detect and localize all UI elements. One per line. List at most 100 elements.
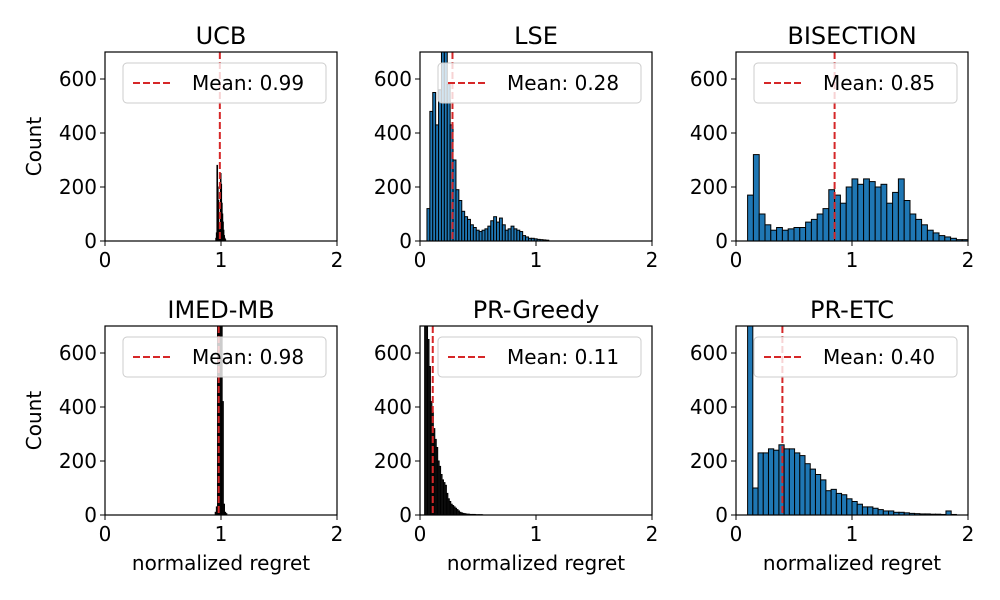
histogram-bar bbox=[938, 235, 946, 241]
x-tick-label: 2 bbox=[962, 248, 975, 272]
histogram-bar bbox=[810, 218, 818, 241]
histogram-bar bbox=[799, 227, 807, 241]
y-tick-label: 600 bbox=[374, 341, 412, 365]
histogram-bar bbox=[944, 236, 952, 241]
y-tick-label: 0 bbox=[399, 503, 412, 527]
x-tick-label: 0 bbox=[730, 248, 743, 272]
x-tick-label: 1 bbox=[530, 522, 543, 546]
subplot-title: PR-Greedy bbox=[473, 296, 600, 324]
histogram-bar bbox=[882, 510, 890, 515]
y-tick-label: 600 bbox=[59, 341, 97, 365]
histogram-bar bbox=[974, 240, 980, 241]
y-tick-label: 400 bbox=[690, 121, 728, 145]
y-tick-label: 600 bbox=[690, 341, 728, 365]
subplot-title: PR-ETC bbox=[810, 296, 894, 324]
y-tick-label: 0 bbox=[715, 229, 728, 253]
y-tick-label: 400 bbox=[59, 121, 97, 145]
legend-box bbox=[122, 62, 327, 104]
histogram-bar bbox=[856, 503, 863, 515]
histogram-bar bbox=[752, 487, 759, 515]
histogram-bar bbox=[967, 239, 968, 241]
histogram-bar bbox=[820, 479, 827, 515]
x-tick-label: 2 bbox=[646, 522, 659, 546]
y-axis-label: Count bbox=[22, 391, 46, 451]
subplot-pr-greedy: 0 1 2 0 200 400 600 PR-Greedy normalized regret M… bbox=[374, 296, 659, 575]
histogram-bar bbox=[841, 494, 848, 515]
x-tick-label: 0 bbox=[99, 248, 112, 272]
legend-box bbox=[437, 62, 642, 104]
x-tick-label: 2 bbox=[962, 522, 975, 546]
legend: Mean: 0.28 bbox=[437, 62, 642, 104]
subplot-title: LSE bbox=[514, 22, 558, 50]
y-tick-label: 600 bbox=[690, 67, 728, 91]
histogram-bar bbox=[217, 200, 220, 241]
histogram-bar bbox=[909, 213, 917, 241]
y-tick-label: 400 bbox=[374, 121, 412, 145]
subplot-ucb: 0 1 2 0 200 400 600 UCB Count Mean: 0.99 bbox=[22, 22, 343, 272]
histogram-bar bbox=[880, 183, 888, 241]
histogram-bar bbox=[846, 498, 853, 515]
histogram-bar bbox=[886, 202, 894, 241]
histogram-bar bbox=[867, 506, 874, 515]
histogram-bar bbox=[857, 183, 865, 241]
histogram-bar bbox=[868, 181, 876, 241]
y-tick-label: 200 bbox=[690, 449, 728, 473]
x-tick-label: 2 bbox=[331, 248, 344, 272]
x-axis-label: normalized regret bbox=[763, 551, 941, 575]
histogram-bar bbox=[793, 227, 801, 241]
y-tick-label: 400 bbox=[59, 395, 97, 419]
legend-label: Mean: 0.40 bbox=[823, 345, 935, 369]
y-tick-label: 400 bbox=[690, 395, 728, 419]
histogram-bar bbox=[816, 213, 824, 241]
y-tick-label: 0 bbox=[84, 503, 97, 527]
legend-label: Mean: 0.11 bbox=[507, 345, 619, 369]
histogram-bar bbox=[835, 492, 843, 515]
histogram-bar bbox=[747, 194, 754, 241]
y-tick-label: 0 bbox=[399, 229, 412, 253]
x-tick-label: 1 bbox=[846, 522, 859, 546]
x-axis-label: normalized regret bbox=[132, 551, 310, 575]
legend: Mean: 0.98 bbox=[122, 336, 327, 378]
histogram-bar bbox=[767, 448, 775, 515]
histogram-bar bbox=[851, 501, 858, 515]
histogram-bar bbox=[874, 186, 882, 241]
histogram-bar bbox=[776, 227, 783, 241]
histogram-bar bbox=[809, 468, 816, 515]
histogram-bar bbox=[814, 474, 822, 515]
histogram-bar bbox=[851, 178, 859, 241]
subplot-bisection: 0 1 2 0 200 400 600 BISECTION Mean: 0.85 bbox=[690, 22, 980, 272]
subplot-title: UCB bbox=[196, 22, 247, 50]
x-tick-label: 1 bbox=[215, 522, 228, 546]
histogram-bar bbox=[757, 452, 764, 515]
histogram-bar bbox=[825, 490, 832, 515]
histogram-bar bbox=[863, 178, 870, 241]
legend-box bbox=[122, 336, 327, 378]
histogram-bar bbox=[903, 200, 911, 241]
histogram-bar bbox=[762, 452, 769, 515]
histogram-bar bbox=[747, 326, 754, 515]
histogram-bar bbox=[781, 229, 789, 241]
subplot-lse: 0 1 2 0 200 400 600 LSE Mean: 0.28 bbox=[374, 22, 659, 272]
histogram-bar bbox=[877, 509, 884, 515]
x-tick-label: 0 bbox=[730, 522, 743, 546]
histogram-bar bbox=[945, 510, 952, 515]
histogram-bars bbox=[747, 154, 980, 241]
x-tick-label: 0 bbox=[99, 522, 112, 546]
subplot-title: BISECTION bbox=[787, 22, 916, 50]
histogram-bar bbox=[783, 448, 790, 515]
histogram-bar bbox=[932, 232, 940, 241]
y-tick-label: 0 bbox=[84, 229, 97, 253]
histogram-bar bbox=[752, 154, 760, 241]
histogram-bar bbox=[822, 208, 830, 241]
histogram-bar bbox=[764, 224, 772, 241]
histogram-bar bbox=[888, 510, 895, 515]
histogram-bar bbox=[773, 449, 780, 515]
legend-label: Mean: 0.85 bbox=[823, 71, 935, 95]
y-tick-label: 200 bbox=[690, 175, 728, 199]
legend-box bbox=[753, 336, 958, 378]
histogram-bar bbox=[794, 452, 801, 515]
x-tick-label: 0 bbox=[414, 522, 427, 546]
legend: Mean: 0.99 bbox=[122, 62, 327, 104]
histogram-bar bbox=[225, 513, 228, 515]
y-tick-label: 200 bbox=[374, 175, 412, 199]
